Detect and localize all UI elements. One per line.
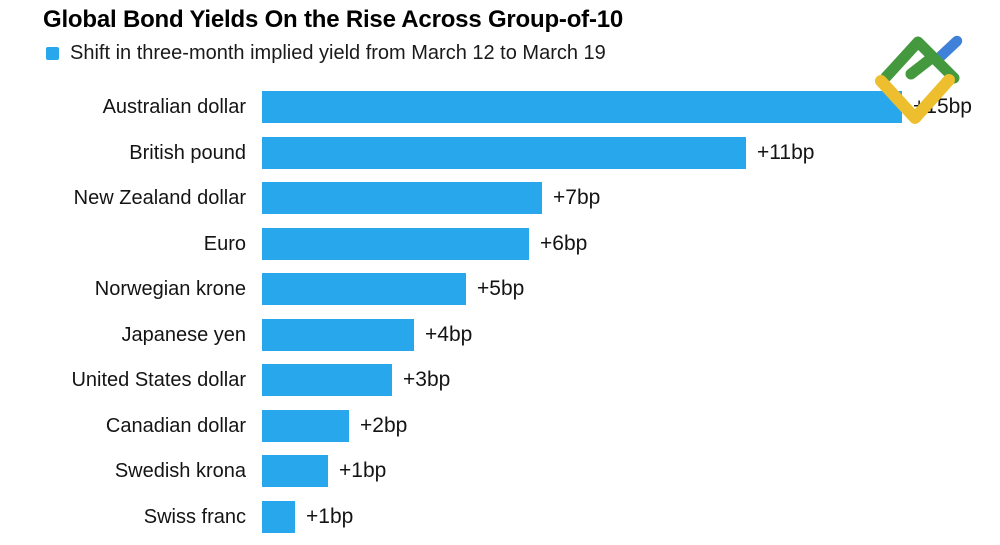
category-label: Japanese yen bbox=[121, 323, 246, 346]
bar bbox=[262, 500, 295, 533]
bar-row: Australian dollar +15bp bbox=[0, 91, 1000, 123]
bar-row: Japanese yen +4bp bbox=[0, 318, 1000, 351]
logo-yellow-check-stroke bbox=[875, 74, 955, 124]
value-label: +2bp bbox=[360, 413, 408, 437]
bar bbox=[262, 318, 414, 351]
bar-row: Canadian dollar +2bp bbox=[0, 409, 1000, 442]
bar-row: Swedish krona +1bp bbox=[0, 455, 1000, 487]
logo-green-monogram-stroke bbox=[880, 36, 960, 84]
bar bbox=[262, 136, 746, 169]
category-label: Canadian dollar bbox=[105, 414, 246, 437]
category-label: United States dollar bbox=[71, 369, 246, 391]
logo-blue-accent-stroke bbox=[935, 35, 963, 62]
bar bbox=[262, 364, 392, 396]
value-label: +11bp bbox=[757, 140, 815, 164]
litefinance-logo-icon bbox=[875, 35, 963, 124]
category-label: Swiss franc bbox=[143, 505, 246, 528]
category-label: Swedish krona bbox=[114, 460, 246, 482]
value-label: +7bp bbox=[553, 186, 601, 209]
legend-label: Shift in three-month implied yield from … bbox=[70, 41, 606, 64]
category-label: Australian dollar bbox=[102, 96, 246, 118]
value-label: +4bp bbox=[425, 322, 473, 346]
bar-row: Swiss franc +1bp bbox=[0, 500, 1000, 533]
value-label: +1bp bbox=[339, 459, 387, 482]
category-label: Norwegian krone bbox=[94, 278, 246, 300]
logo-green-arm-stroke bbox=[905, 54, 935, 80]
chart-title: Global Bond Yields On the Rise Across Gr… bbox=[43, 6, 624, 33]
value-label: +6bp bbox=[540, 231, 588, 255]
category-label: Euro bbox=[203, 232, 246, 255]
value-label: +5bp bbox=[477, 277, 525, 300]
bar-row: British pound +11bp bbox=[0, 136, 1000, 169]
value-label: +1bp bbox=[306, 504, 354, 528]
value-label: +3bp bbox=[403, 368, 451, 391]
bar bbox=[262, 455, 328, 487]
category-label: New Zealand dollar bbox=[73, 187, 246, 209]
bar-row: Norwegian krone +5bp bbox=[0, 273, 1000, 305]
bar-row: New Zealand dollar +7bp bbox=[0, 182, 1000, 214]
bar-row: United States dollar +3bp bbox=[0, 364, 1000, 396]
category-label: British pound bbox=[129, 141, 246, 164]
bar bbox=[262, 182, 542, 214]
bar bbox=[262, 273, 466, 305]
bar bbox=[262, 91, 902, 123]
bar bbox=[262, 409, 349, 442]
bar bbox=[262, 227, 529, 260]
legend: Shift in three-month implied yield from … bbox=[46, 42, 606, 64]
legend-swatch-icon bbox=[46, 46, 59, 60]
bar-row: Euro +6bp bbox=[0, 227, 1000, 260]
